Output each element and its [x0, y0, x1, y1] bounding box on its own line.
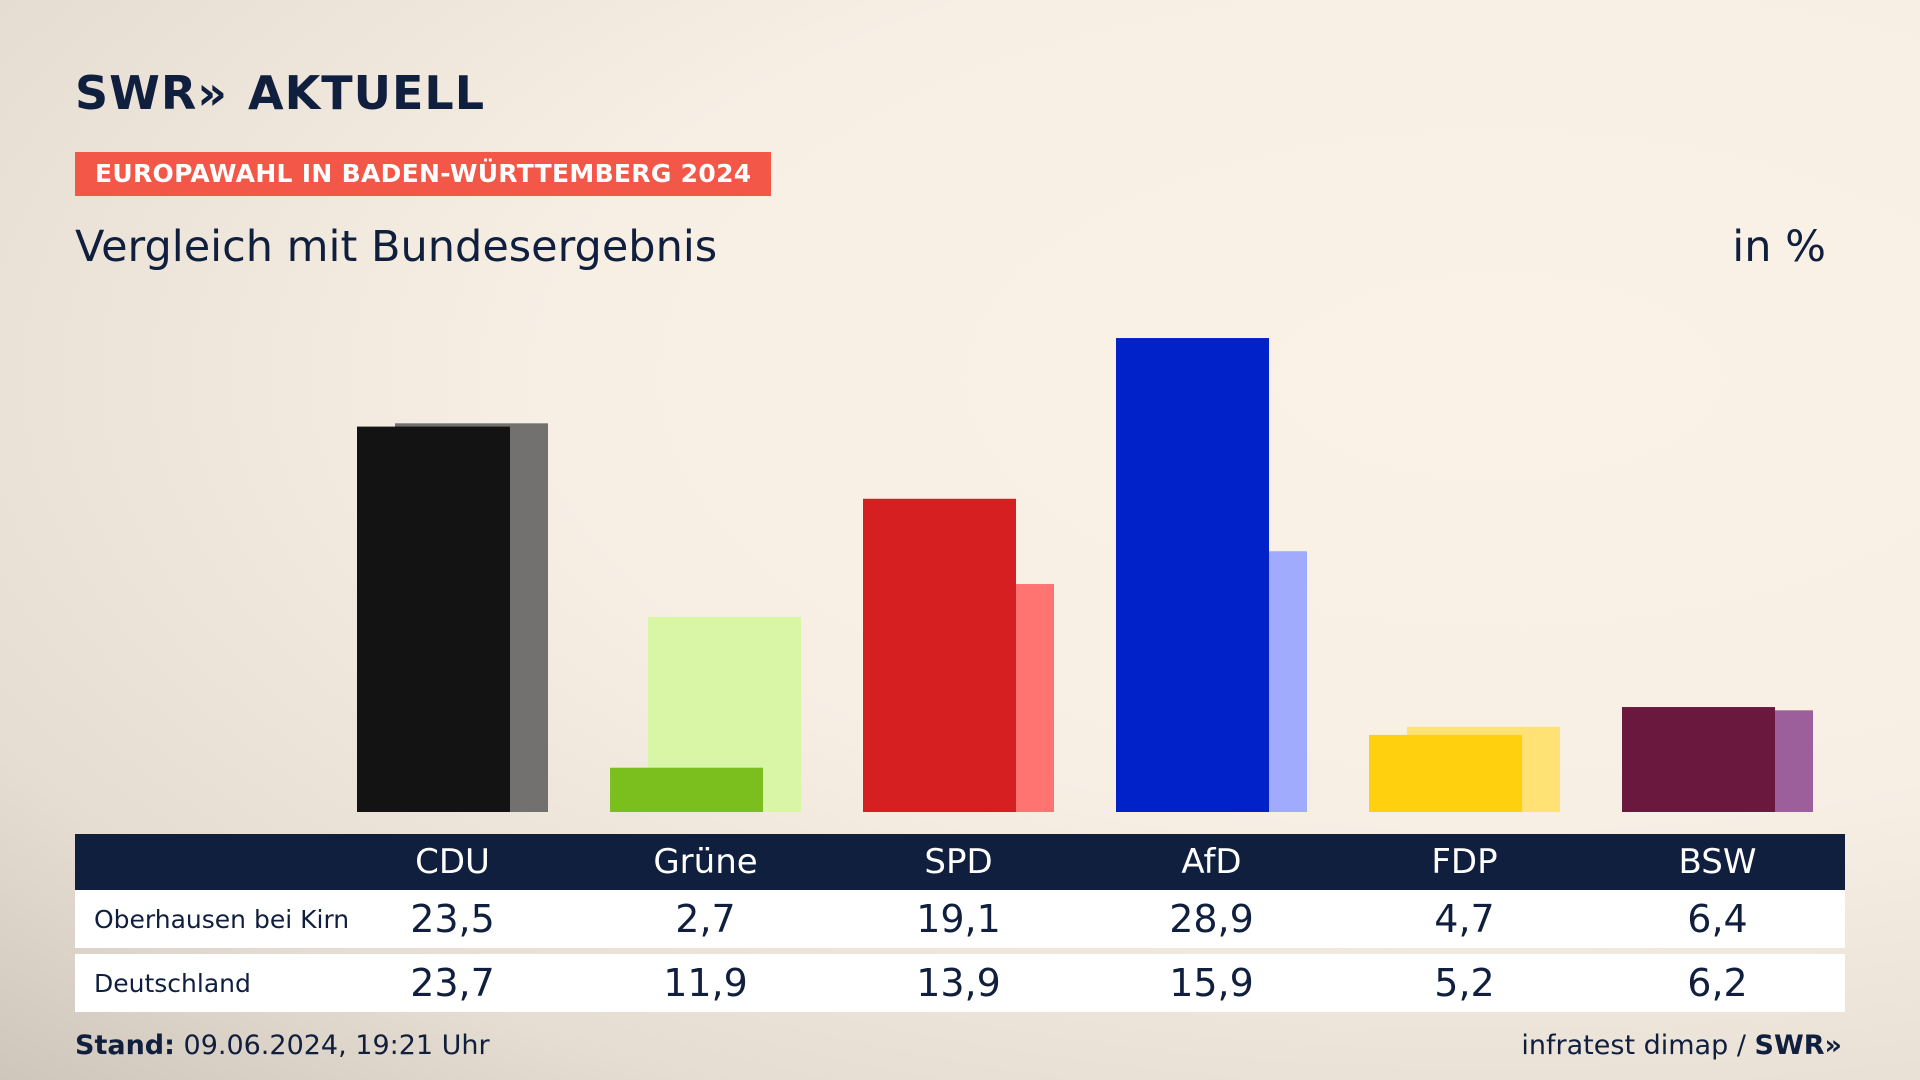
swr-brand: SWR»: [1754, 1030, 1842, 1061]
table-header-row: CDU Grüne SPD AfD FDP BSW: [75, 834, 1845, 890]
value-national-fdp: 5,2: [1434, 961, 1495, 1005]
value-national-cdu: 23,7: [410, 961, 495, 1005]
party-label-cdu: CDU: [415, 842, 490, 882]
value-local-spd: 19,1: [916, 897, 1001, 941]
party-label-bsw: BSW: [1678, 842, 1757, 882]
source-credit: infratest dimap / SWR»: [1521, 1030, 1842, 1061]
bar-local-grüne: [610, 767, 763, 812]
party-label-fdp: FDP: [1431, 842, 1498, 882]
source-label: infratest dimap /: [1521, 1030, 1746, 1061]
party-label-spd: SPD: [924, 842, 993, 882]
table-row-national: Deutschland 23,7 11,9 13,9 15,9 5,2 6,2: [75, 954, 1845, 1012]
chart-subtitle: Vergleich mit Bundesergebnis: [75, 222, 718, 272]
results-table: CDU Grüne SPD AfD FDP BSW Oberhausen bei Kirn…: [75, 834, 1845, 1012]
value-local-cdu: 23,5: [410, 897, 495, 941]
value-local-fdp: 4,7: [1434, 897, 1495, 941]
value-national-bsw: 6,2: [1687, 961, 1748, 1005]
value-national-grüne: 11,9: [663, 961, 748, 1005]
stand-label: Stand:: [75, 1030, 175, 1061]
timestamp: Stand: 09.06.2024, 19:21 Uhr: [75, 1030, 490, 1061]
swr-aktuell-logo: SWR» AKTUELL: [75, 66, 485, 120]
bar-local-cdu: [357, 426, 510, 812]
bar-local-afd: [1116, 338, 1269, 812]
unit-label: in %: [1732, 222, 1826, 272]
bar-local-bsw: [1622, 707, 1775, 812]
row-label-local: Oberhausen bei Kirn: [94, 904, 350, 934]
value-local-bsw: 6,4: [1687, 897, 1748, 941]
value-local-afd: 28,9: [1169, 897, 1254, 941]
value-national-afd: 15,9: [1169, 961, 1254, 1005]
stand-value: 09.06.2024, 19:21 Uhr: [183, 1030, 490, 1061]
value-national-spd: 13,9: [916, 961, 1001, 1005]
value-local-grüne: 2,7: [675, 897, 736, 941]
table-row-local: Oberhausen bei Kirn 23,5 2,7 19,1 28,9 4,7 6,…: [75, 890, 1845, 948]
bar-local-spd: [863, 498, 1016, 812]
party-label-afd: AfD: [1181, 842, 1242, 882]
bar-local-fdp: [1369, 734, 1522, 812]
logo-swr: SWR: [75, 66, 198, 120]
bar-chart: [357, 338, 1813, 812]
row-label-national: Deutschland: [94, 968, 251, 998]
election-badge: EUROPAWAHL IN BADEN-WÜRTTEMBERG 2024: [75, 152, 772, 196]
logo-aktuell: AKTUELL: [248, 66, 486, 120]
party-label-grüne: Grüne: [653, 842, 758, 882]
